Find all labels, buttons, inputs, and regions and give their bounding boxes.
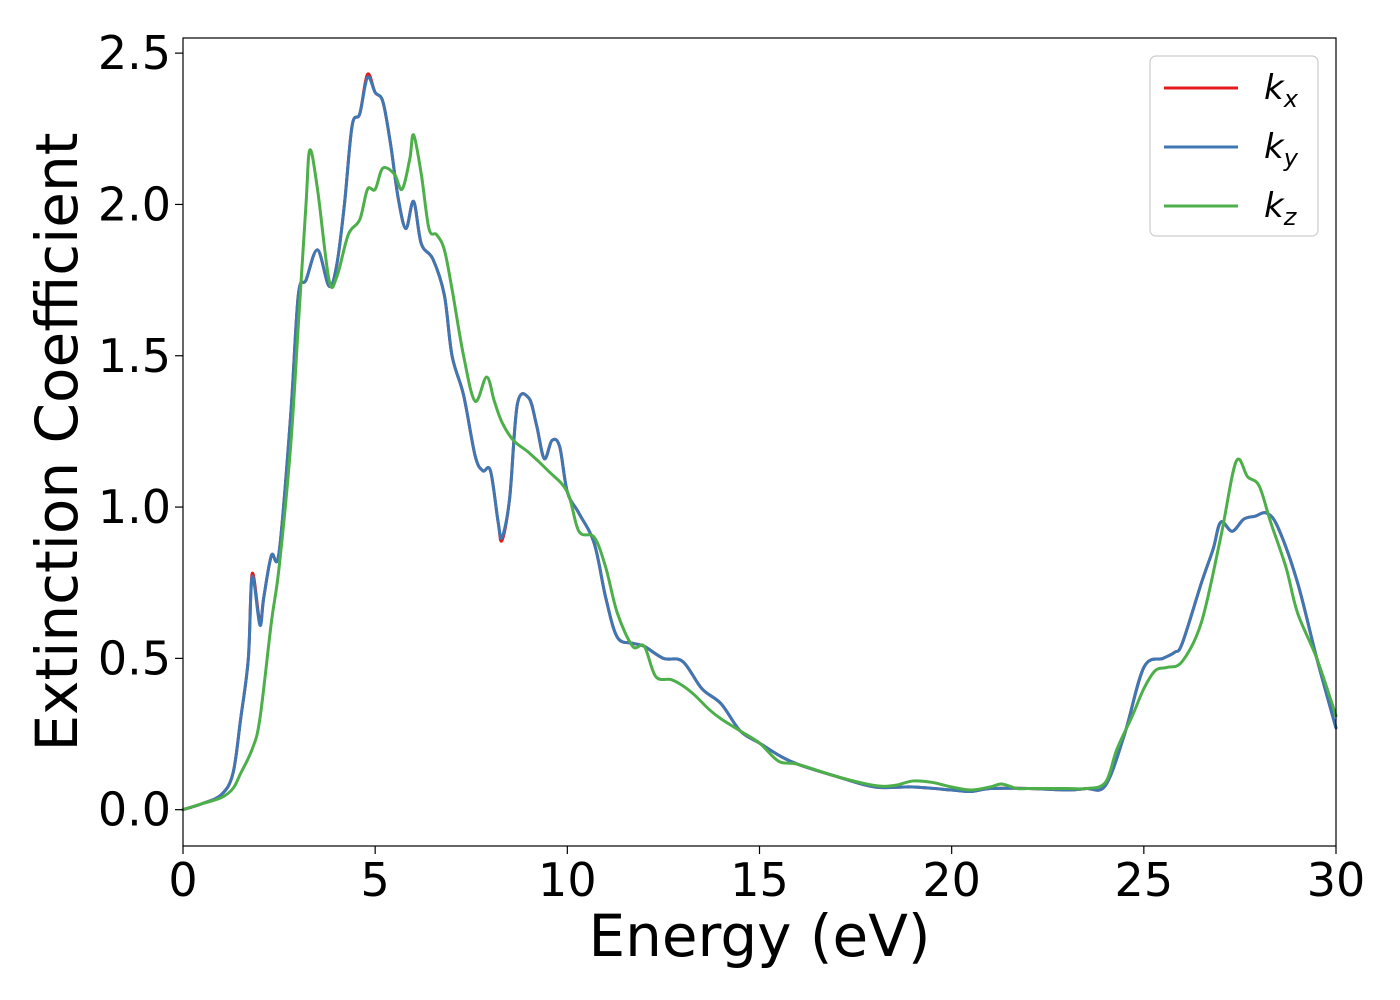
y-tick-label: 0.0: [98, 783, 171, 837]
x-tick-label: 30: [1307, 853, 1366, 907]
x-tick-label: 20: [922, 853, 981, 907]
x-axis-ticks: 0 5 10 15 20 25 30: [168, 846, 1365, 907]
legend-label-base: k: [1264, 186, 1285, 226]
series-layer: [181, 72, 1338, 812]
y-axis-ticks: 0.0 0.5 1.0 1.5 2.0 2.5: [98, 26, 183, 837]
y-tick-label: 1.5: [98, 329, 171, 383]
legend-label-subscript: y: [1283, 144, 1299, 172]
legend-label-base: k: [1264, 127, 1285, 167]
legend-label-subscript: z: [1283, 203, 1298, 231]
x-tick-label: 10: [538, 853, 597, 907]
legend-label-z: kz: [1264, 186, 1298, 231]
plot-area: [183, 38, 1336, 846]
y-axis-label: Extinction Coefficient: [23, 133, 91, 752]
series-line-y: [181, 75, 1338, 812]
legend-label-base: k: [1264, 68, 1285, 108]
y-tick-label: 2.0: [98, 177, 171, 231]
legend-label-x: kx: [1264, 68, 1299, 113]
legend-label-subscript: x: [1283, 85, 1299, 113]
x-tick-label: 15: [730, 853, 789, 907]
x-tick-label: 5: [361, 853, 390, 907]
x-tick-label: 0: [168, 853, 197, 907]
legend-label-y: ky: [1264, 127, 1299, 172]
series-line-z: [181, 133, 1338, 812]
x-axis-label: Energy (eV): [588, 902, 930, 970]
y-tick-label: 2.5: [98, 26, 171, 80]
x-tick-label: 25: [1115, 853, 1174, 907]
y-tick-label: 1.0: [98, 480, 171, 534]
y-tick-label: 0.5: [98, 631, 171, 685]
